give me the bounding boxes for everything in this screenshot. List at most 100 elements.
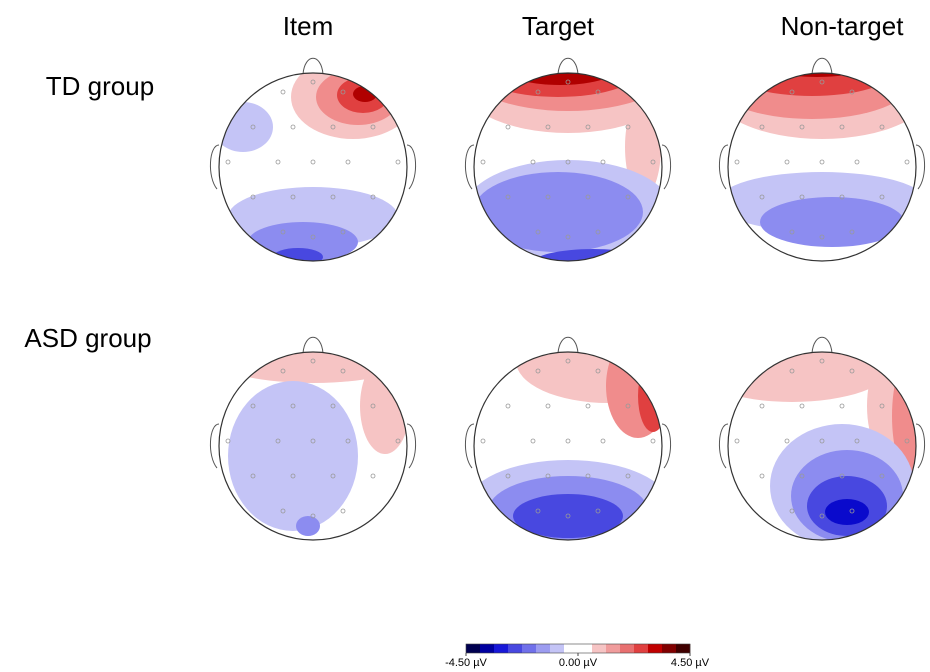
colorbar-segment xyxy=(662,644,677,653)
ear xyxy=(915,423,925,469)
contours xyxy=(728,73,916,247)
electrode xyxy=(789,229,795,235)
colorbar-segment xyxy=(536,644,551,653)
electrode xyxy=(650,159,656,165)
electrode xyxy=(904,159,910,165)
electrode xyxy=(819,513,825,519)
contour-region xyxy=(638,360,662,432)
column-label: Non-target xyxy=(781,11,905,41)
contour-region xyxy=(228,381,358,531)
electrode xyxy=(505,403,511,409)
electrode xyxy=(819,79,825,85)
electrode xyxy=(330,473,336,479)
electrode xyxy=(799,403,805,409)
colorbar-segment xyxy=(648,644,663,653)
electrode xyxy=(565,159,571,165)
electrode xyxy=(345,438,351,444)
electrode xyxy=(225,438,231,444)
electrode xyxy=(565,513,571,519)
electrode xyxy=(625,124,631,130)
electrode xyxy=(625,473,631,479)
electrode xyxy=(225,159,231,165)
colorbar-segment xyxy=(578,644,593,653)
ear xyxy=(406,423,416,469)
electrode xyxy=(250,124,256,130)
electrode xyxy=(530,438,536,444)
electrode xyxy=(250,403,256,409)
row-label: TD group xyxy=(46,71,154,101)
colorbar-segment xyxy=(620,644,635,653)
topomap xyxy=(465,336,671,541)
electrode xyxy=(310,513,316,519)
contour-region xyxy=(474,172,643,252)
head-outline xyxy=(218,72,408,262)
electrode xyxy=(310,234,316,240)
contour-region xyxy=(474,73,643,97)
electrode xyxy=(330,124,336,130)
contour-region xyxy=(360,358,407,454)
electrode xyxy=(904,438,910,444)
electrode xyxy=(625,194,631,200)
electrode xyxy=(819,234,825,240)
column-label: Target xyxy=(522,11,595,41)
electrode xyxy=(250,194,256,200)
ear xyxy=(661,423,671,469)
electrode xyxy=(340,368,346,374)
electrode xyxy=(280,508,286,514)
ear xyxy=(915,144,925,190)
nose xyxy=(302,336,324,354)
electrode xyxy=(290,403,296,409)
colorbar-segment xyxy=(466,644,481,653)
electrode xyxy=(275,438,281,444)
contour-region xyxy=(606,352,662,438)
topomap xyxy=(210,57,416,262)
electrode xyxy=(275,159,281,165)
electrode xyxy=(734,159,740,165)
electrode xyxy=(480,438,486,444)
colorbar-segment xyxy=(564,644,579,653)
electrode xyxy=(340,89,346,95)
contour-region xyxy=(728,352,892,402)
contour-region xyxy=(825,499,869,525)
contour-region xyxy=(760,197,904,247)
electrode xyxy=(585,124,591,130)
electrode xyxy=(585,473,591,479)
contour-region xyxy=(248,222,358,261)
electrode xyxy=(565,358,571,364)
electrode xyxy=(595,508,601,514)
electrode xyxy=(600,159,606,165)
electrode xyxy=(879,194,885,200)
electrode xyxy=(290,194,296,200)
electrode xyxy=(310,159,316,165)
electrode xyxy=(505,194,511,200)
electrode xyxy=(789,508,795,514)
electrode xyxy=(480,159,486,165)
electrode xyxy=(849,368,855,374)
electrode xyxy=(545,124,551,130)
nose xyxy=(557,57,579,75)
electrode xyxy=(819,438,825,444)
head-outline xyxy=(727,72,917,262)
electrode xyxy=(819,358,825,364)
electrode xyxy=(310,79,316,85)
electrode xyxy=(585,403,591,409)
electrode xyxy=(565,438,571,444)
electrode xyxy=(784,438,790,444)
colorbar-segment xyxy=(606,644,621,653)
electrode xyxy=(625,403,631,409)
ear xyxy=(661,144,671,190)
electrode xyxy=(545,194,551,200)
electrode xyxy=(545,473,551,479)
topomap xyxy=(719,336,925,541)
electrode xyxy=(759,473,765,479)
nose xyxy=(811,57,833,75)
head-outline xyxy=(727,351,917,541)
electrode xyxy=(330,403,336,409)
electrode xyxy=(650,438,656,444)
electrode xyxy=(535,368,541,374)
colorbar-segment xyxy=(494,644,509,653)
ear xyxy=(719,423,729,469)
colorbar-label: 0.00 µV xyxy=(559,657,598,669)
electrode xyxy=(595,229,601,235)
electrode xyxy=(310,438,316,444)
